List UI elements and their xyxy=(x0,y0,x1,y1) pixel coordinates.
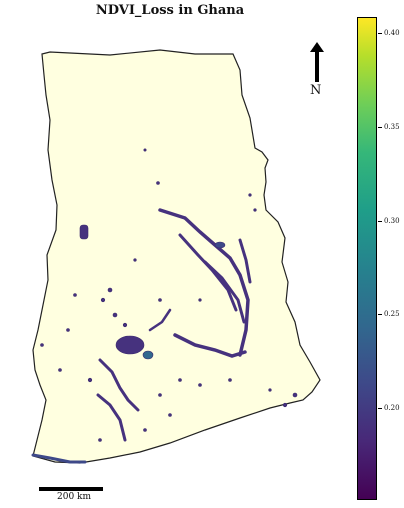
colorbar xyxy=(357,17,377,500)
colorbar-tick xyxy=(378,127,382,128)
map-title: NDVI_Loss in Ghana xyxy=(95,3,245,18)
north-label: N xyxy=(310,83,322,98)
colorbar-tick-label: 0.40 xyxy=(384,29,400,37)
colorbar-tick xyxy=(378,408,382,409)
colorbar-tick xyxy=(378,314,382,315)
colorbar-tick-label: 0.25 xyxy=(384,310,400,318)
ndvi-loss-areas xyxy=(31,148,298,464)
scale-label: 200 km xyxy=(57,492,92,502)
north-arrow xyxy=(306,42,328,88)
colorbar-tick-label: 0.20 xyxy=(384,404,400,412)
colorbar-tick-label: 0.35 xyxy=(384,123,400,131)
scale-bar xyxy=(39,487,103,491)
north-arrow-icon xyxy=(310,42,324,82)
ghana-outline xyxy=(32,49,321,464)
colorbar-tick xyxy=(378,33,382,34)
colorbar-tick-label: 0.30 xyxy=(384,217,400,225)
colorbar-tick xyxy=(378,221,382,222)
